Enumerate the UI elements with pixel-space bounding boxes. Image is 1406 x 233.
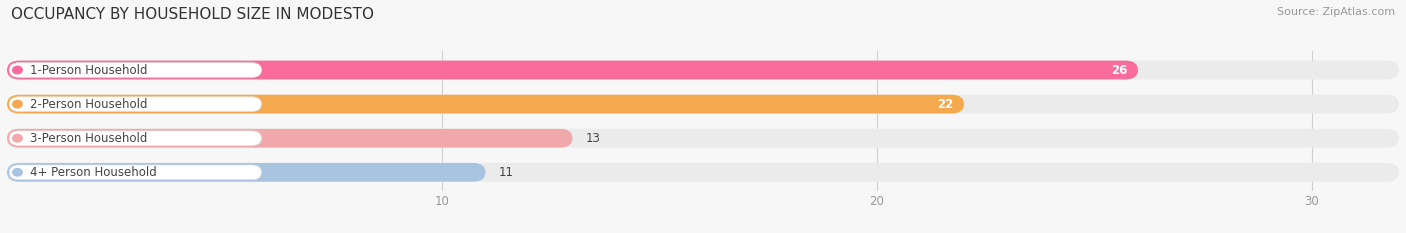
FancyBboxPatch shape: [10, 63, 262, 77]
Text: OCCUPANCY BY HOUSEHOLD SIZE IN MODESTO: OCCUPANCY BY HOUSEHOLD SIZE IN MODESTO: [11, 7, 374, 22]
Text: 3-Person Household: 3-Person Household: [30, 132, 148, 145]
Text: 26: 26: [1111, 64, 1128, 76]
FancyBboxPatch shape: [7, 95, 965, 113]
FancyBboxPatch shape: [7, 163, 485, 182]
Circle shape: [13, 168, 22, 176]
FancyBboxPatch shape: [7, 129, 572, 147]
FancyBboxPatch shape: [10, 97, 262, 111]
FancyBboxPatch shape: [10, 165, 262, 180]
Text: 13: 13: [585, 132, 600, 145]
FancyBboxPatch shape: [7, 61, 1137, 79]
Text: 22: 22: [936, 98, 953, 111]
FancyBboxPatch shape: [7, 163, 1399, 182]
Circle shape: [13, 100, 22, 108]
Text: 11: 11: [499, 166, 513, 179]
Text: 1-Person Household: 1-Person Household: [30, 64, 148, 76]
Circle shape: [13, 66, 22, 74]
Text: 4+ Person Household: 4+ Person Household: [30, 166, 157, 179]
FancyBboxPatch shape: [10, 131, 262, 146]
Circle shape: [13, 134, 22, 142]
FancyBboxPatch shape: [7, 95, 1399, 113]
Text: 2-Person Household: 2-Person Household: [30, 98, 148, 111]
FancyBboxPatch shape: [7, 61, 1399, 79]
Text: Source: ZipAtlas.com: Source: ZipAtlas.com: [1277, 7, 1395, 17]
FancyBboxPatch shape: [7, 129, 1399, 147]
